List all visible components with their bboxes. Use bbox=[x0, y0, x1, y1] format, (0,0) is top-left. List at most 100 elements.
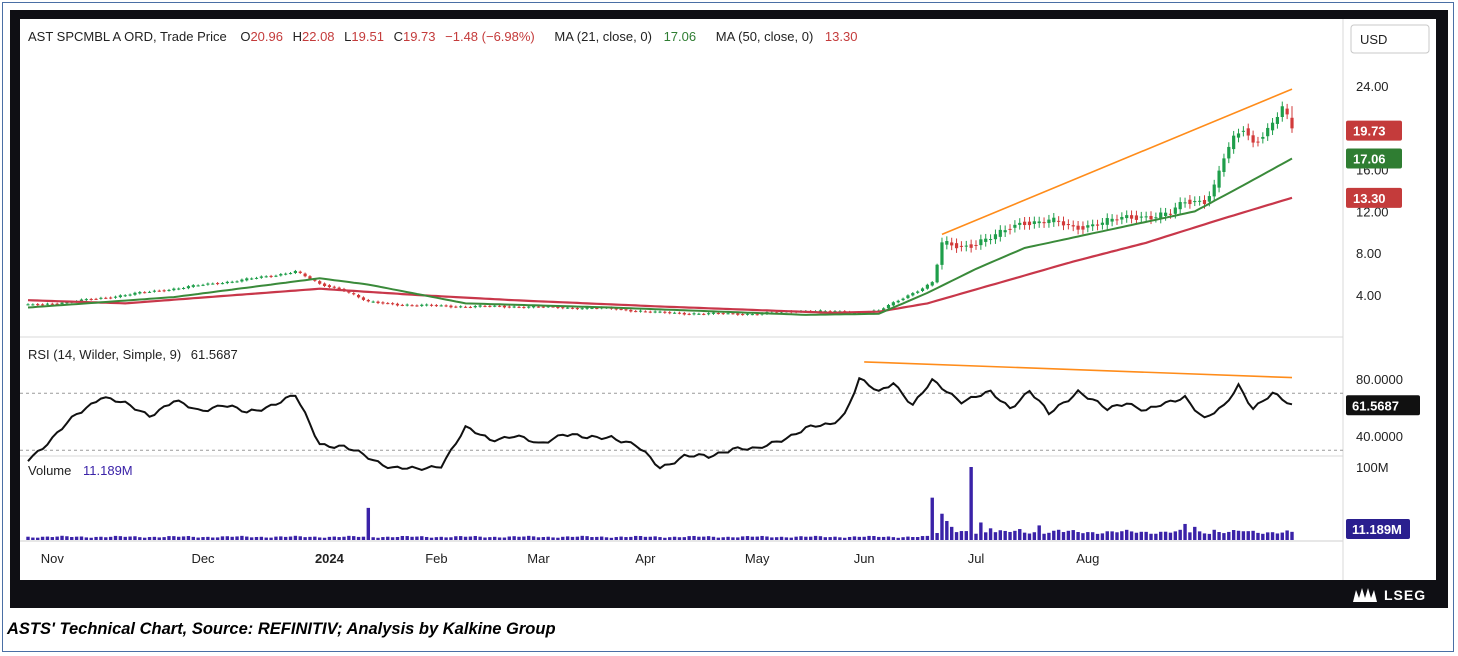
volume-bar[interactable] bbox=[809, 536, 813, 540]
volume-bar[interactable] bbox=[128, 536, 132, 540]
volume-bar[interactable] bbox=[1022, 532, 1027, 540]
volume-bar[interactable] bbox=[1018, 529, 1022, 540]
candle-body[interactable] bbox=[930, 282, 934, 286]
volume-bar[interactable] bbox=[687, 536, 691, 540]
candle-body[interactable] bbox=[493, 305, 497, 307]
candle-body[interactable] bbox=[284, 273, 288, 275]
volume-bar[interactable] bbox=[1222, 533, 1226, 540]
candle-body[interactable] bbox=[1280, 106, 1284, 117]
volume-bar[interactable] bbox=[327, 536, 332, 540]
volume-bar[interactable] bbox=[813, 535, 818, 540]
candle-body[interactable] bbox=[429, 304, 434, 306]
volume-bar[interactable] bbox=[624, 537, 628, 540]
candle-body[interactable] bbox=[945, 241, 949, 245]
candle-body[interactable] bbox=[196, 285, 200, 287]
candle-body[interactable] bbox=[391, 303, 395, 305]
candle-body[interactable] bbox=[1202, 199, 1207, 205]
volume-bar[interactable] bbox=[551, 537, 555, 540]
volume-bar[interactable] bbox=[211, 537, 215, 540]
candle-body[interactable] bbox=[1159, 212, 1163, 219]
volume-bar[interactable] bbox=[954, 532, 959, 540]
volume-bar[interactable] bbox=[1027, 533, 1032, 540]
volume-bar[interactable] bbox=[303, 537, 307, 540]
volume-bar[interactable] bbox=[663, 537, 667, 540]
volume-bar[interactable] bbox=[1202, 533, 1207, 540]
candle-body[interactable] bbox=[45, 303, 50, 305]
candle-body[interactable] bbox=[507, 306, 511, 308]
volume-bar[interactable] bbox=[1256, 532, 1260, 540]
candle-body[interactable] bbox=[828, 311, 832, 313]
volume-bar[interactable] bbox=[1280, 532, 1284, 540]
candle-body[interactable] bbox=[1144, 216, 1148, 218]
volume-bar[interactable] bbox=[1290, 531, 1294, 540]
volume-bar[interactable] bbox=[546, 536, 550, 540]
candle-body[interactable] bbox=[439, 305, 443, 307]
volume-bar[interactable] bbox=[1261, 533, 1265, 540]
volume-bar[interactable] bbox=[852, 536, 857, 540]
candle-body[interactable] bbox=[536, 306, 541, 308]
candle-body[interactable] bbox=[89, 298, 93, 300]
volume-bar[interactable] bbox=[55, 536, 59, 540]
volume-bar[interactable] bbox=[468, 536, 473, 540]
candle-body[interactable] bbox=[1275, 116, 1280, 124]
candle-body[interactable] bbox=[1212, 184, 1216, 197]
candle-body[interactable] bbox=[1241, 130, 1245, 132]
candle-body[interactable] bbox=[1285, 108, 1289, 115]
volume-bar[interactable] bbox=[638, 536, 643, 540]
volume-bar[interactable] bbox=[1236, 530, 1241, 540]
candle-body[interactable] bbox=[1071, 225, 1075, 227]
volume-bar[interactable] bbox=[269, 537, 273, 540]
volume-bar[interactable] bbox=[896, 537, 900, 540]
candle-body[interactable] bbox=[1139, 216, 1143, 218]
candlestick-series[interactable] bbox=[26, 101, 1294, 316]
volume-bar[interactable] bbox=[108, 536, 113, 540]
candle-body[interactable] bbox=[634, 311, 638, 313]
candle-body[interactable] bbox=[99, 297, 103, 299]
volume-bar[interactable] bbox=[940, 513, 944, 540]
candle-body[interactable] bbox=[648, 311, 652, 313]
volume-bar[interactable] bbox=[225, 536, 230, 540]
candle-body[interactable] bbox=[1193, 201, 1197, 203]
volume-bar[interactable] bbox=[50, 537, 55, 540]
volume-bar[interactable] bbox=[308, 536, 312, 540]
volume-bar[interactable] bbox=[264, 537, 268, 540]
volume-bar[interactable] bbox=[249, 537, 254, 540]
volume-bar[interactable] bbox=[317, 537, 322, 540]
candle-body[interactable] bbox=[522, 307, 526, 309]
volume-bar[interactable] bbox=[162, 537, 166, 540]
candle-body[interactable] bbox=[459, 306, 463, 308]
volume-bar[interactable] bbox=[949, 526, 954, 540]
volume-bar[interactable] bbox=[877, 536, 881, 540]
candle-body[interactable] bbox=[473, 305, 477, 308]
volume-bar[interactable] bbox=[765, 536, 769, 540]
volume-bar[interactable] bbox=[201, 537, 205, 540]
volume-bar[interactable] bbox=[672, 536, 677, 540]
candle-body[interactable] bbox=[532, 305, 536, 308]
candle-body[interactable] bbox=[668, 312, 672, 314]
candle-body[interactable] bbox=[721, 313, 725, 315]
candle-body[interactable] bbox=[1115, 219, 1119, 221]
volume-bar[interactable] bbox=[405, 536, 409, 540]
candle-body[interactable] bbox=[1198, 200, 1202, 202]
candle-body[interactable] bbox=[818, 310, 823, 312]
volume-bar[interactable] bbox=[74, 536, 79, 540]
volume-bar[interactable] bbox=[118, 536, 123, 540]
volume-bar[interactable] bbox=[60, 535, 64, 540]
volume-bar[interactable] bbox=[838, 537, 842, 540]
volume-bar[interactable] bbox=[40, 536, 45, 540]
candle-body[interactable] bbox=[882, 308, 886, 311]
candle-body[interactable] bbox=[1095, 224, 1100, 226]
candle-body[interactable] bbox=[886, 304, 891, 309]
volume-bar[interactable] bbox=[142, 537, 147, 540]
candle-body[interactable] bbox=[483, 305, 487, 307]
volume-bar[interactable] bbox=[1076, 531, 1080, 540]
candle-body[interactable] bbox=[546, 306, 550, 308]
candle-body[interactable] bbox=[36, 304, 40, 306]
candle-body[interactable] bbox=[420, 304, 424, 306]
candle-body[interactable] bbox=[303, 273, 307, 277]
candle-body[interactable] bbox=[395, 303, 400, 306]
volume-bar[interactable] bbox=[371, 537, 375, 540]
candle-body[interactable] bbox=[94, 298, 98, 300]
volume-bar[interactable] bbox=[770, 537, 774, 540]
candle-body[interactable] bbox=[216, 283, 220, 285]
